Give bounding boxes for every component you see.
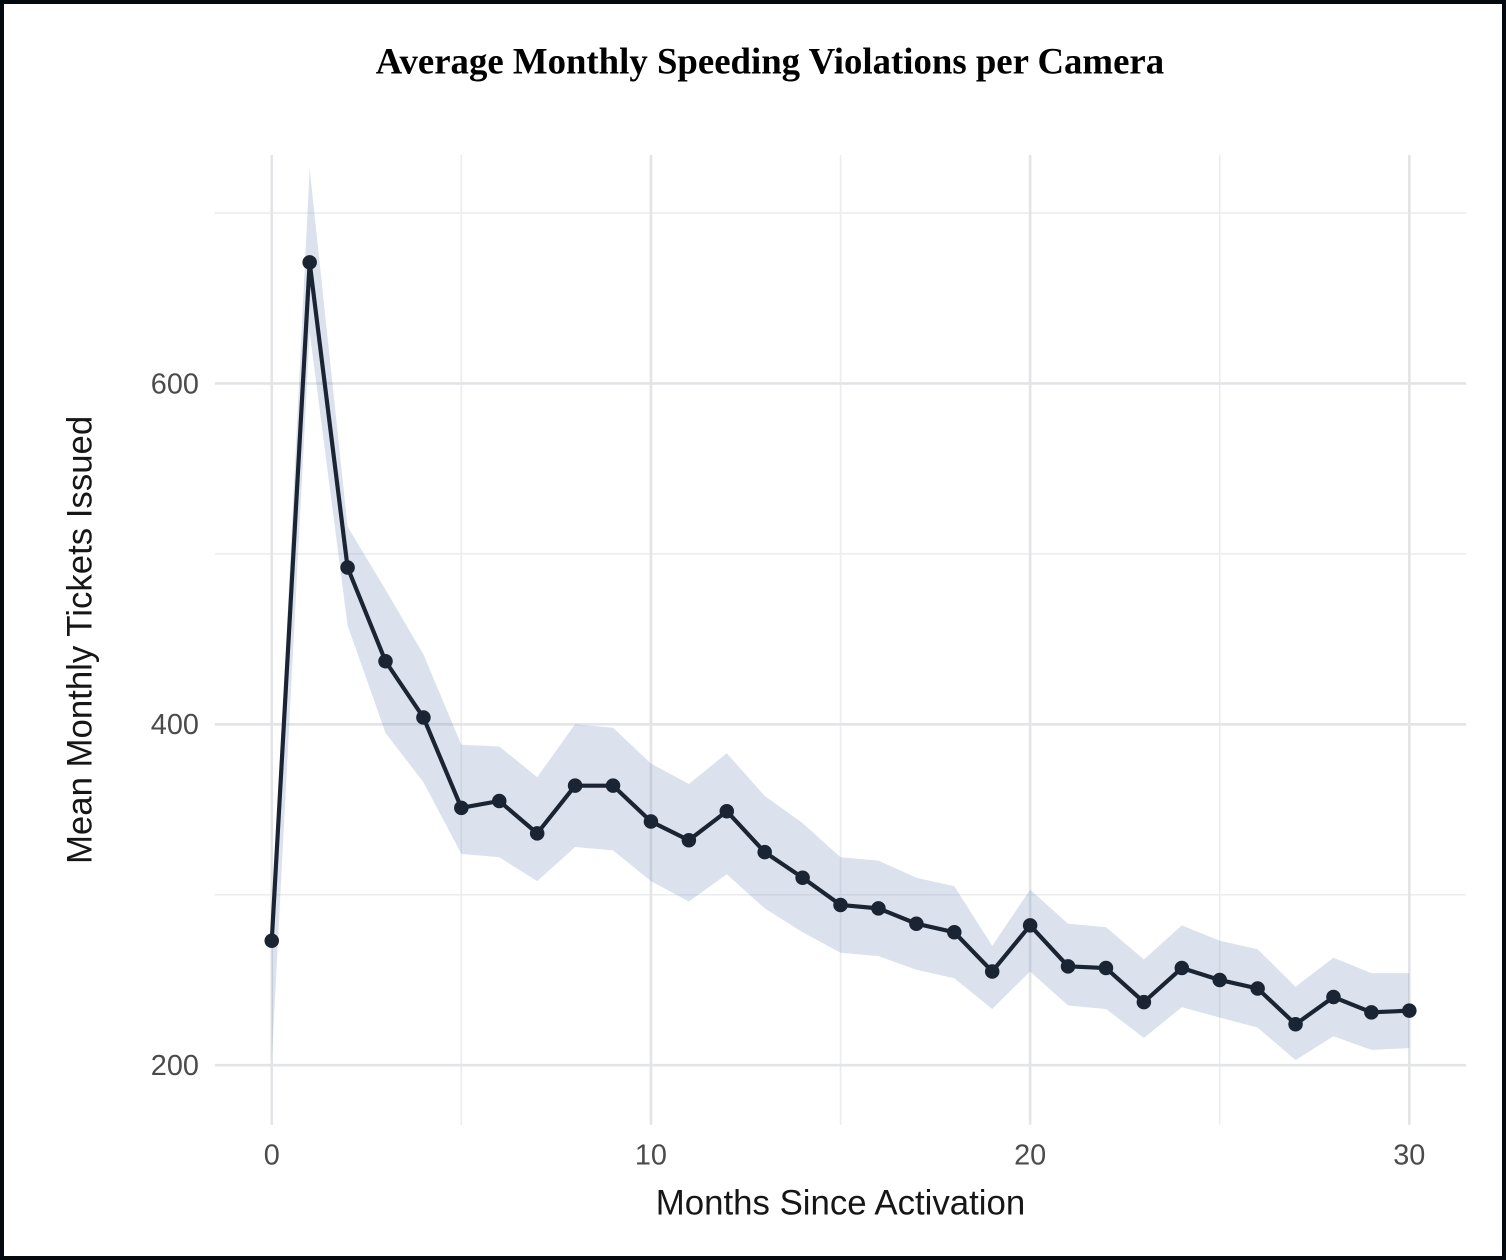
data-point xyxy=(492,793,507,809)
data-point xyxy=(1060,959,1076,974)
data-point xyxy=(416,710,431,725)
data-point xyxy=(1212,972,1227,988)
data-point xyxy=(567,778,583,793)
data-point xyxy=(947,924,962,940)
data-point xyxy=(378,653,393,669)
data-point xyxy=(302,255,317,270)
y-tick-labels: 200 400 600 xyxy=(151,368,199,1082)
data-point xyxy=(833,897,848,913)
data-point xyxy=(1288,1017,1303,1032)
data-point xyxy=(1022,918,1038,933)
data-point xyxy=(795,870,810,885)
data-point xyxy=(871,901,886,916)
y-axis-title: Mean Monthly Tickets Issued xyxy=(62,416,100,864)
x-tick-label: 30 xyxy=(1393,1140,1425,1172)
y-tick-label: 600 xyxy=(151,368,199,400)
confidence-ribbon xyxy=(271,168,1410,1061)
x-tick-label: 20 xyxy=(1014,1140,1046,1172)
data-point xyxy=(1174,960,1190,976)
data-point xyxy=(529,826,545,841)
data-point xyxy=(1402,1003,1417,1018)
line-chart-svg: 0 10 20 30 200 400 600 Average Monthly Speedi… xyxy=(62,41,1467,1222)
data-point xyxy=(1098,960,1114,976)
y-tick-label: 400 xyxy=(151,709,199,741)
chart-title: Average Monthly Speeding Violations per … xyxy=(376,41,1164,82)
x-tick-label: 10 xyxy=(635,1140,667,1172)
grid-minor xyxy=(214,155,1467,1125)
data-point-layer xyxy=(264,255,1417,1032)
data-point xyxy=(1326,989,1341,1005)
data-point xyxy=(909,916,924,931)
data-point xyxy=(984,964,1000,979)
data-point xyxy=(1250,981,1265,996)
x-axis-title: Months Since Activation xyxy=(656,1184,1025,1222)
x-tick-label: 0 xyxy=(264,1140,280,1172)
data-point xyxy=(340,560,355,575)
data-point xyxy=(1364,1005,1379,1020)
data-point xyxy=(719,803,735,819)
data-point xyxy=(757,844,772,860)
data-point xyxy=(264,933,280,949)
data-point xyxy=(681,832,697,848)
y-tick-label: 200 xyxy=(151,1050,199,1082)
data-point xyxy=(605,778,621,793)
confidence-band xyxy=(271,168,1410,1061)
data-point xyxy=(643,814,659,829)
data-point xyxy=(1136,994,1152,1010)
data-point xyxy=(454,800,469,816)
x-tick-labels: 0 10 20 30 xyxy=(264,1140,1426,1172)
